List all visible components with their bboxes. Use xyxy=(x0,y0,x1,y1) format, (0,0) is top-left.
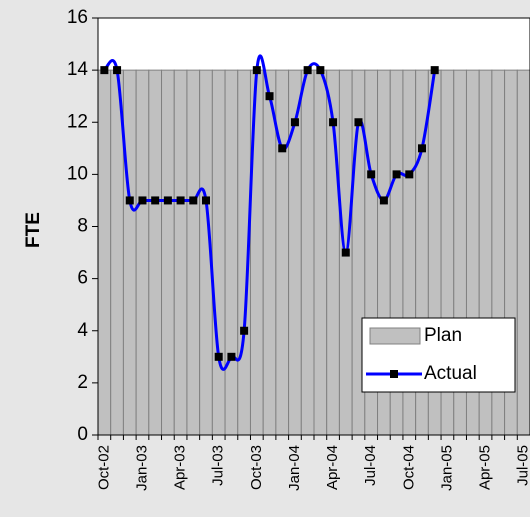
marker xyxy=(379,196,388,205)
marker xyxy=(138,196,147,205)
legend-label: Actual xyxy=(424,363,477,384)
y-tick-label: 6 xyxy=(77,268,88,289)
x-tick-label: Jul-04 xyxy=(362,445,379,486)
x-tick-label: Oct-04 xyxy=(400,445,417,490)
marker xyxy=(329,118,338,127)
bar xyxy=(300,69,315,436)
marker xyxy=(163,196,172,205)
marker xyxy=(189,196,198,205)
bar xyxy=(224,69,239,436)
y-tick-label: 16 xyxy=(67,7,88,28)
x-tick-label: Apr-04 xyxy=(324,445,341,490)
marker xyxy=(290,118,299,127)
y-axis-label: FTE xyxy=(23,212,44,248)
y-tick-label: 0 xyxy=(77,424,88,445)
legend-swatch xyxy=(369,327,421,345)
marker xyxy=(405,170,414,179)
marker xyxy=(227,352,236,361)
marker xyxy=(367,170,376,179)
marker xyxy=(341,248,350,257)
bar xyxy=(161,69,175,436)
x-tick-label: Apr-03 xyxy=(172,445,189,490)
x-tick-label: Jan-03 xyxy=(133,445,150,491)
marker xyxy=(392,170,401,179)
line xyxy=(102,54,437,371)
marker xyxy=(303,66,312,75)
bar xyxy=(262,69,277,436)
y-tick-label: 12 xyxy=(67,111,88,132)
bar xyxy=(186,69,201,436)
bar xyxy=(122,69,137,436)
bar xyxy=(211,69,226,436)
marker xyxy=(125,196,134,205)
x-tick-label: Oct-02 xyxy=(95,445,112,490)
bar xyxy=(516,69,530,436)
bar xyxy=(173,69,188,436)
bar xyxy=(148,69,163,436)
marker xyxy=(176,196,185,205)
x-tick-label: Oct-03 xyxy=(248,445,265,490)
legend-marker xyxy=(390,370,398,378)
x-tick-label: Jan-05 xyxy=(438,445,455,491)
marker xyxy=(151,196,160,205)
marker xyxy=(278,144,287,153)
marker xyxy=(265,92,274,101)
marker xyxy=(214,352,223,361)
marker xyxy=(316,66,325,75)
marker xyxy=(100,66,109,75)
y-tick-label: 14 xyxy=(67,59,89,80)
y-tick-label: 4 xyxy=(77,320,88,341)
marker xyxy=(113,66,122,75)
bar xyxy=(313,69,328,436)
bar xyxy=(275,69,290,436)
legend-label: Plan xyxy=(424,325,462,346)
marker xyxy=(354,118,363,127)
marker xyxy=(430,66,439,75)
marker xyxy=(202,196,210,205)
y-tick-label: 10 xyxy=(67,163,88,184)
bar xyxy=(135,69,150,436)
x-tick-label: Apr-05 xyxy=(476,445,493,490)
y-tick-label: 8 xyxy=(77,216,88,237)
x-tick-label: Jul-05 xyxy=(515,445,530,486)
marker xyxy=(240,326,249,335)
x-tick-label: Jul-03 xyxy=(210,445,227,486)
marker xyxy=(418,144,426,153)
bar xyxy=(97,69,112,436)
marker xyxy=(252,66,261,75)
x-tick-label: Jan-04 xyxy=(286,445,303,491)
y-tick-label: 2 xyxy=(77,372,88,393)
